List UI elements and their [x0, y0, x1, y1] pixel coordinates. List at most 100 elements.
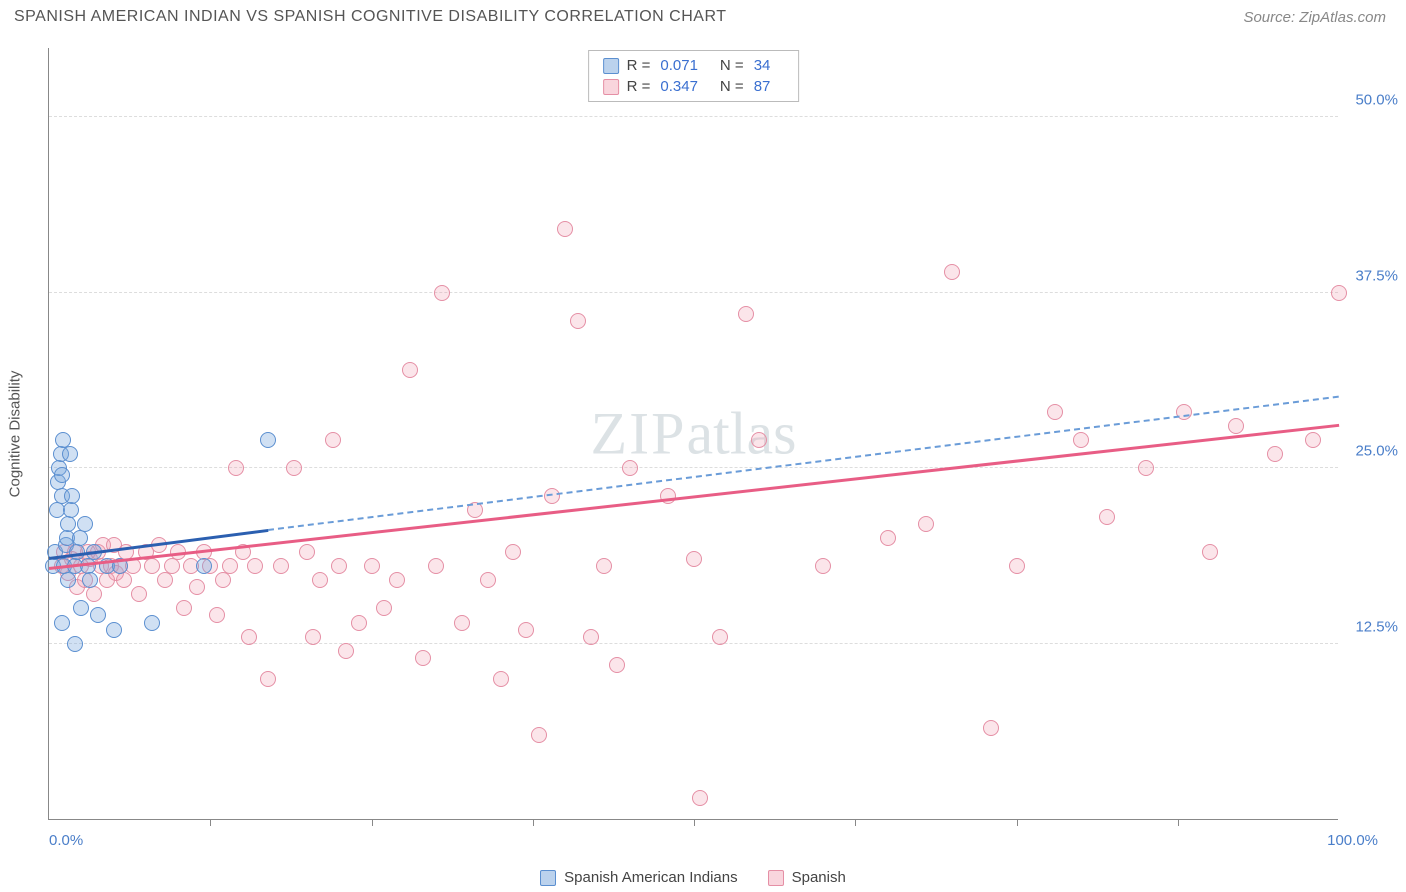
watermark-atlas: atlas: [687, 400, 797, 466]
data-point: [63, 502, 79, 518]
x-tick: [855, 819, 856, 826]
data-point: [331, 558, 347, 574]
data-point: [228, 460, 244, 476]
trend-line: [268, 396, 1339, 531]
header: SPANISH AMERICAN INDIAN VS SPANISH COGNI…: [0, 0, 1406, 32]
stats-row-pink: R = 0.347 N = 87: [599, 76, 789, 97]
r-label: R =: [627, 78, 651, 95]
series-legend: Spanish American Indians Spanish: [48, 869, 1338, 886]
watermark: ZIPatlas: [591, 399, 797, 468]
data-point: [260, 671, 276, 687]
swatch-blue-icon: [540, 870, 556, 886]
data-point: [622, 460, 638, 476]
data-point: [312, 572, 328, 588]
swatch-pink-icon: [768, 870, 784, 886]
data-point: [176, 600, 192, 616]
x-tick: [1017, 819, 1018, 826]
x-tick: [694, 819, 695, 826]
swatch-pink-icon: [603, 79, 619, 95]
r-label: R =: [627, 57, 651, 74]
data-point: [286, 460, 302, 476]
data-point: [692, 790, 708, 806]
data-point: [54, 467, 70, 483]
data-point: [944, 264, 960, 280]
y-tick-label: 25.0%: [1355, 443, 1398, 460]
data-point: [454, 615, 470, 631]
stats-row-blue: R = 0.071 N = 34: [599, 55, 789, 76]
data-point: [82, 572, 98, 588]
gridline: [49, 292, 1338, 293]
data-point: [338, 643, 354, 659]
data-point: [531, 727, 547, 743]
data-point: [241, 629, 257, 645]
gridline: [49, 116, 1338, 117]
legend-label-pink: Spanish: [792, 869, 846, 886]
data-point: [583, 629, 599, 645]
r-value-pink: 0.347: [660, 78, 698, 95]
data-point: [660, 488, 676, 504]
watermark-zip: ZIP: [591, 400, 687, 466]
chart-title: SPANISH AMERICAN INDIAN VS SPANISH COGNI…: [14, 8, 726, 26]
data-point: [1228, 418, 1244, 434]
data-point: [73, 600, 89, 616]
y-tick-label: 12.5%: [1355, 618, 1398, 635]
data-point: [983, 720, 999, 736]
data-point: [493, 671, 509, 687]
x-axis-min-label: 0.0%: [49, 832, 83, 849]
data-point: [209, 607, 225, 623]
data-point: [389, 572, 405, 588]
n-label: N =: [720, 78, 744, 95]
data-point: [428, 558, 444, 574]
data-point: [686, 551, 702, 567]
data-point: [480, 572, 496, 588]
data-point: [1305, 432, 1321, 448]
data-point: [738, 306, 754, 322]
data-point: [157, 572, 173, 588]
data-point: [415, 650, 431, 666]
legend-item-pink: Spanish: [768, 869, 846, 886]
data-point: [351, 615, 367, 631]
data-point: [1267, 446, 1283, 462]
data-point: [215, 572, 231, 588]
data-point: [518, 622, 534, 638]
data-point: [609, 657, 625, 673]
data-point: [751, 432, 767, 448]
data-point: [880, 530, 896, 546]
data-point: [273, 558, 289, 574]
data-point: [106, 622, 122, 638]
data-point: [54, 615, 70, 631]
data-point: [918, 516, 934, 532]
data-point: [64, 488, 80, 504]
data-point: [131, 586, 147, 602]
data-point: [222, 558, 238, 574]
n-value-blue: 34: [754, 57, 771, 74]
data-point: [1009, 558, 1025, 574]
data-point: [712, 629, 728, 645]
y-axis-title: Cognitive Disability: [7, 370, 24, 497]
data-point: [260, 432, 276, 448]
data-point: [67, 636, 83, 652]
x-tick: [372, 819, 373, 826]
x-tick: [210, 819, 211, 826]
data-point: [434, 285, 450, 301]
data-point: [72, 530, 88, 546]
data-point: [596, 558, 612, 574]
data-point: [1099, 509, 1115, 525]
x-tick: [1178, 819, 1179, 826]
data-point: [557, 221, 573, 237]
swatch-blue-icon: [603, 58, 619, 74]
data-point: [402, 362, 418, 378]
trend-line: [49, 423, 1339, 569]
data-point: [196, 558, 212, 574]
data-point: [1202, 544, 1218, 560]
data-point: [1331, 285, 1347, 301]
stats-legend: R = 0.071 N = 34 R = 0.347 N = 87: [588, 50, 800, 102]
data-point: [60, 516, 76, 532]
legend-label-blue: Spanish American Indians: [564, 869, 737, 886]
scatter-chart: Cognitive Disability ZIPatlas R = 0.071 …: [48, 48, 1338, 820]
data-point: [90, 607, 106, 623]
data-point: [189, 579, 205, 595]
data-point: [505, 544, 521, 560]
r-value-blue: 0.071: [660, 57, 698, 74]
data-point: [164, 558, 180, 574]
